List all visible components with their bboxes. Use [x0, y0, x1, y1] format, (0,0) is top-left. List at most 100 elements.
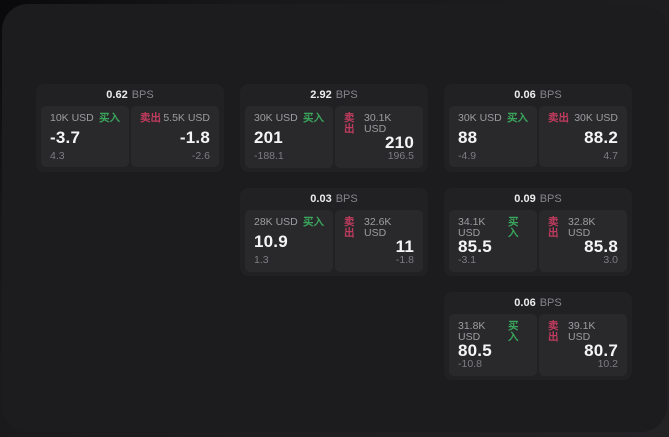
bps-value: 2.92: [310, 88, 332, 101]
sell-change: -2.6: [191, 149, 210, 162]
sell-label: 卖出: [344, 216, 355, 239]
sell-price: 85.8: [584, 237, 618, 256]
sell-price: 210: [385, 133, 414, 152]
quote-sides: 10K USD 买入 -3.7 4.3 卖出 5.5K USD -1.8 -2.…: [36, 106, 224, 172]
buy-change: -188.1: [254, 150, 284, 162]
buy-top-row: 30K USD 买入: [254, 113, 324, 124]
sell-notional: 5.5K USD: [163, 112, 210, 124]
buy-change: 4.3: [50, 149, 65, 162]
buy-label: 买入: [303, 112, 324, 124]
sell-side-panel[interactable]: 卖出 30.1K USD 210 196.5: [335, 106, 423, 168]
buy-side-panel[interactable]: 34.1K USD 买入 85.5 -3.1: [449, 210, 537, 272]
sell-notional: 30K USD: [574, 112, 618, 124]
sell-label: 卖出: [344, 112, 355, 135]
buy-side-panel[interactable]: 28K USD 买入 10.9 1.3: [245, 210, 333, 272]
quote-sides: 30K USD 买入 201 -188.1 卖出 30.1K USD 210 1…: [240, 106, 428, 172]
bps-unit-label: BPS: [131, 88, 154, 101]
bps-value: 0.62: [106, 88, 128, 101]
buy-label: 买入: [508, 216, 519, 239]
quote-sides: 30K USD 买入 88 -4.9 卖出 30K USD 88.2 4.7: [444, 106, 632, 172]
bps-value: 0.09: [514, 192, 536, 205]
quote-card: 0.06 BPS 30K USD 买入 88 -4.9 卖出 30K USD 8…: [444, 84, 632, 172]
buy-side-panel[interactable]: 30K USD 买入 201 -188.1: [245, 106, 333, 168]
sell-notional: 30.1K USD: [363, 112, 392, 135]
buy-top-row: 34.1K USD 买入: [458, 217, 528, 238]
buy-price: 88: [458, 127, 478, 147]
buy-label: 买入: [508, 320, 519, 343]
buy-side-panel[interactable]: 31.8K USD 买入 80.5 -10.8: [449, 314, 537, 376]
bps-header: 0.03 BPS: [240, 188, 428, 210]
sell-top-row: 卖出 30.1K USD: [344, 113, 414, 134]
bps-header: 0.06 BPS: [444, 292, 632, 314]
bps-unit-label: BPS: [539, 88, 562, 101]
sell-side-panel[interactable]: 卖出 30K USD 88.2 4.7: [539, 106, 627, 167]
bps-unit-label: BPS: [539, 192, 562, 205]
sell-notional: 32.8K USD: [567, 216, 596, 239]
sell-change: 4.7: [603, 149, 618, 162]
quote-card: 0.09 BPS 34.1K USD 买入 85.5 -3.1 卖出 32.8K…: [444, 188, 632, 276]
buy-top-row: 10K USD 买入: [50, 113, 120, 124]
bps-header: 2.92 BPS: [240, 84, 428, 106]
sell-change: -1.8: [395, 254, 414, 266]
buy-label: 买入: [507, 112, 528, 124]
sell-change: 10.2: [597, 358, 618, 370]
sell-top-row: 卖出 5.5K USD: [140, 113, 210, 124]
bps-value: 0.03: [310, 192, 332, 205]
buy-notional: 34.1K USD: [458, 216, 486, 239]
buy-price: 85.5: [458, 237, 492, 256]
sell-price: 80.7: [584, 341, 618, 360]
buy-notional: 10K USD: [50, 112, 94, 124]
sell-side-panel[interactable]: 卖出 32.6K USD 11 -1.8: [335, 210, 423, 272]
sell-top-row: 卖出 32.8K USD: [548, 217, 618, 238]
sell-price: 88.2: [584, 127, 618, 147]
sell-side-panel[interactable]: 卖出 39.1K USD 80.7 10.2: [539, 314, 627, 376]
buy-price: 10.9: [254, 231, 288, 251]
buy-label: 买入: [99, 112, 120, 124]
quote-card: 0.06 BPS 31.8K USD 买入 80.5 -10.8 卖出 39.1…: [444, 292, 632, 380]
buy-top-row: 30K USD 买入: [458, 113, 528, 124]
buy-side-panel[interactable]: 30K USD 买入 88 -4.9: [449, 106, 537, 167]
sell-side-panel[interactable]: 卖出 5.5K USD -1.8 -2.6: [131, 106, 219, 167]
sell-notional: 39.1K USD: [567, 320, 596, 343]
bps-header: 0.09 BPS: [444, 188, 632, 210]
bps-value: 0.06: [514, 88, 536, 101]
bps-unit-label: BPS: [335, 88, 358, 101]
buy-notional: 31.8K USD: [458, 320, 486, 343]
bps-header: 0.06 BPS: [444, 84, 632, 106]
quote-card: 2.92 BPS 30K USD 买入 201 -188.1 卖出 30.1K …: [240, 84, 428, 172]
sell-top-row: 卖出 32.6K USD: [344, 217, 414, 238]
buy-label: 买入: [303, 216, 324, 228]
quote-sides: 31.8K USD 买入 80.5 -10.8 卖出 39.1K USD 80.…: [444, 314, 632, 380]
sell-top-row: 卖出 39.1K USD: [548, 321, 618, 342]
sell-side-panel[interactable]: 卖出 32.8K USD 85.8 3.0: [539, 210, 627, 272]
sell-label: 卖出: [548, 216, 559, 239]
buy-side-panel[interactable]: 10K USD 买入 -3.7 4.3: [41, 106, 129, 167]
buy-top-row: 31.8K USD 买入: [458, 321, 528, 342]
sell-change: 3.0: [603, 254, 618, 266]
bps-value: 0.06: [514, 296, 536, 309]
sell-top-row: 卖出 30K USD: [548, 113, 618, 124]
sell-change: 196.5: [387, 150, 414, 162]
quote-card: 0.03 BPS 28K USD 买入 10.9 1.3 卖出 32.6K US…: [240, 188, 428, 276]
bps-header: 0.62 BPS: [36, 84, 224, 106]
sell-price: 11: [395, 237, 414, 256]
quote-sides: 28K USD 买入 10.9 1.3 卖出 32.6K USD 11 -1.8: [240, 210, 428, 276]
bps-unit-label: BPS: [539, 296, 562, 309]
quote-card-grid: 0.62 BPS 10K USD 买入 -3.7 4.3 卖出 5.5K USD…: [36, 84, 632, 380]
buy-change: -10.8: [458, 358, 482, 370]
buy-price: 80.5: [458, 341, 492, 360]
quote-sides: 34.1K USD 买入 85.5 -3.1 卖出 32.8K USD 85.8…: [444, 210, 632, 276]
buy-change: -4.9: [458, 149, 477, 162]
sell-label: 卖出: [140, 112, 161, 124]
sell-label: 卖出: [548, 112, 569, 124]
buy-notional: 28K USD: [254, 216, 298, 228]
bps-unit-label: BPS: [335, 192, 358, 205]
buy-price: -3.7: [50, 127, 81, 147]
quote-card: 0.62 BPS 10K USD 买入 -3.7 4.3 卖出 5.5K USD…: [36, 84, 224, 172]
buy-change: -3.1: [458, 254, 477, 266]
buy-notional: 30K USD: [458, 112, 502, 124]
buy-change: 1.3: [254, 254, 269, 266]
sell-label: 卖出: [548, 320, 559, 343]
buy-price: 201: [254, 127, 283, 147]
buy-top-row: 28K USD 买入: [254, 217, 324, 228]
